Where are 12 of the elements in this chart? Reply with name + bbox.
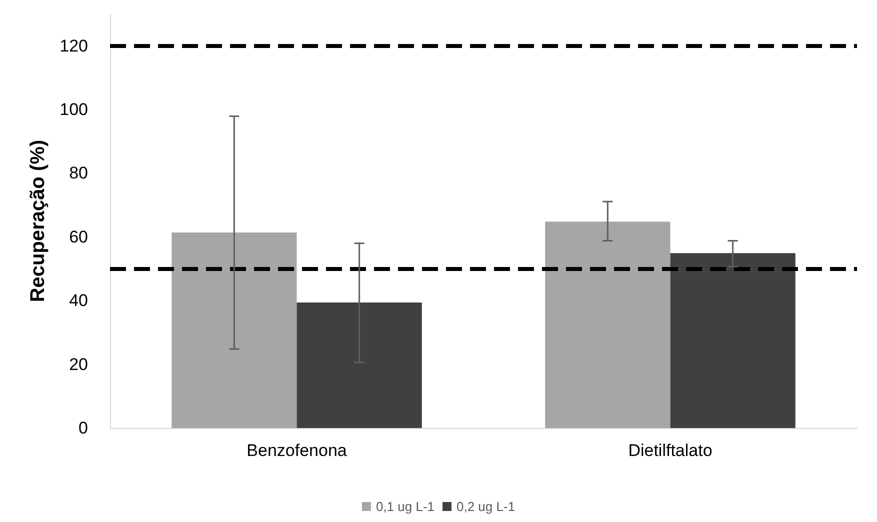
x-tick-label: Dietilftalato <box>628 441 712 460</box>
y-tick-label: 120 <box>60 36 88 56</box>
y-tick-label: 60 <box>69 227 88 246</box>
legend-label: 0,2 ug L-1 <box>456 499 516 514</box>
y-tick-label: 0 <box>78 418 88 438</box>
y-axis-title: Recuperação (%) <box>27 140 49 302</box>
y-tick-label: 20 <box>69 354 88 374</box>
y-tick-label: 80 <box>69 164 88 183</box>
legend-label: 0,1 ug L-1 <box>376 499 434 514</box>
y-tick-label: 40 <box>69 291 88 310</box>
y-tick-label: 100 <box>60 100 88 120</box>
x-tick-label: Benzofenona <box>246 441 348 460</box>
